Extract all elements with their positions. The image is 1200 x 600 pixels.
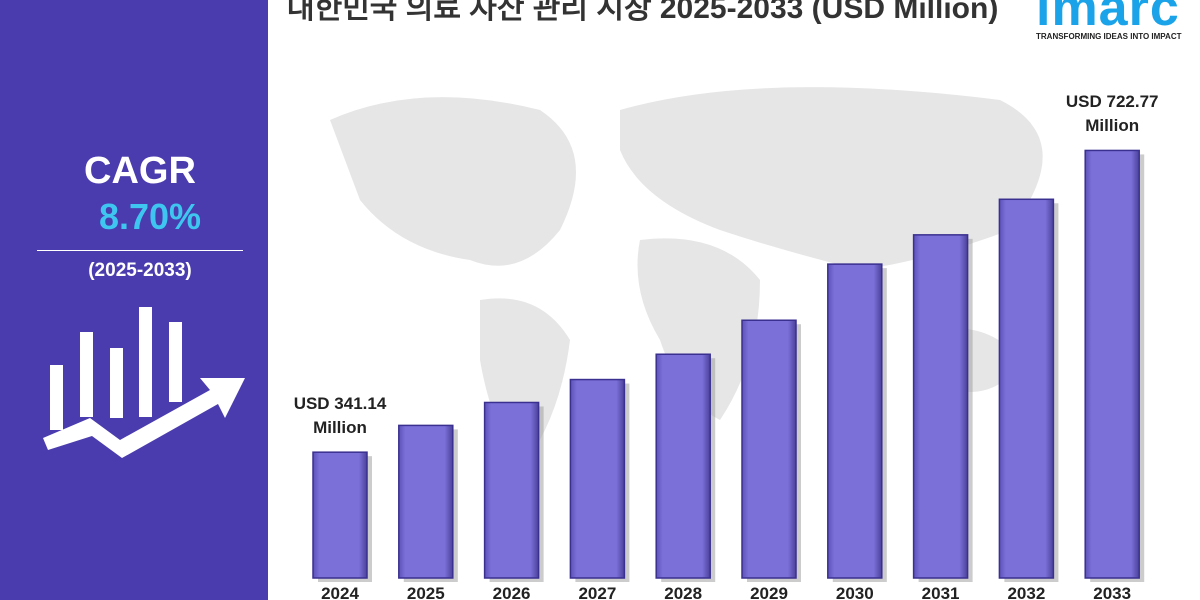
x-tick-label: 2033 [1093,584,1132,600]
world-map [330,87,1043,470]
logo-brand: imarc [1036,0,1180,37]
bar [312,451,368,579]
x-tick-label: 2028 [664,584,703,600]
x-tick-label: 2032 [1007,584,1046,600]
chart-title: 대한민국 의료 자산 관리 시장 2025-2033 (USD Million) [287,0,999,25]
x-tick-label: 2029 [750,584,788,600]
cagr-period: (2025-2033) [88,260,192,281]
x-tick-label: 2031 [921,584,960,600]
x-tick-label: 2026 [492,584,531,600]
bar [998,198,1055,579]
x-tick-label: 2030 [835,584,874,600]
x-tick-label: 2025 [406,584,445,600]
side-panel: CAGR 8.70% (2025-2033) [0,0,268,600]
divider [37,250,243,251]
cagr-label: CAGR [84,150,196,192]
bar [827,263,883,579]
x-tick-label: 2027 [578,584,617,600]
bar [398,424,454,579]
value-label: USD 722.77 Million [1065,92,1159,136]
bar [1084,149,1140,579]
cagr-value: 8.70% [98,196,202,237]
x-tick-label: 2024 [321,584,359,600]
bar [741,319,797,579]
logo-tagline: TRANSFORMING IDEAS INTO IMPACT [1036,32,1182,41]
bar [655,353,711,579]
growth-icon [43,307,245,458]
value-label: USD 341.14 Million [293,394,387,438]
bar [569,378,626,579]
bar [483,401,540,579]
bar [912,234,969,579]
